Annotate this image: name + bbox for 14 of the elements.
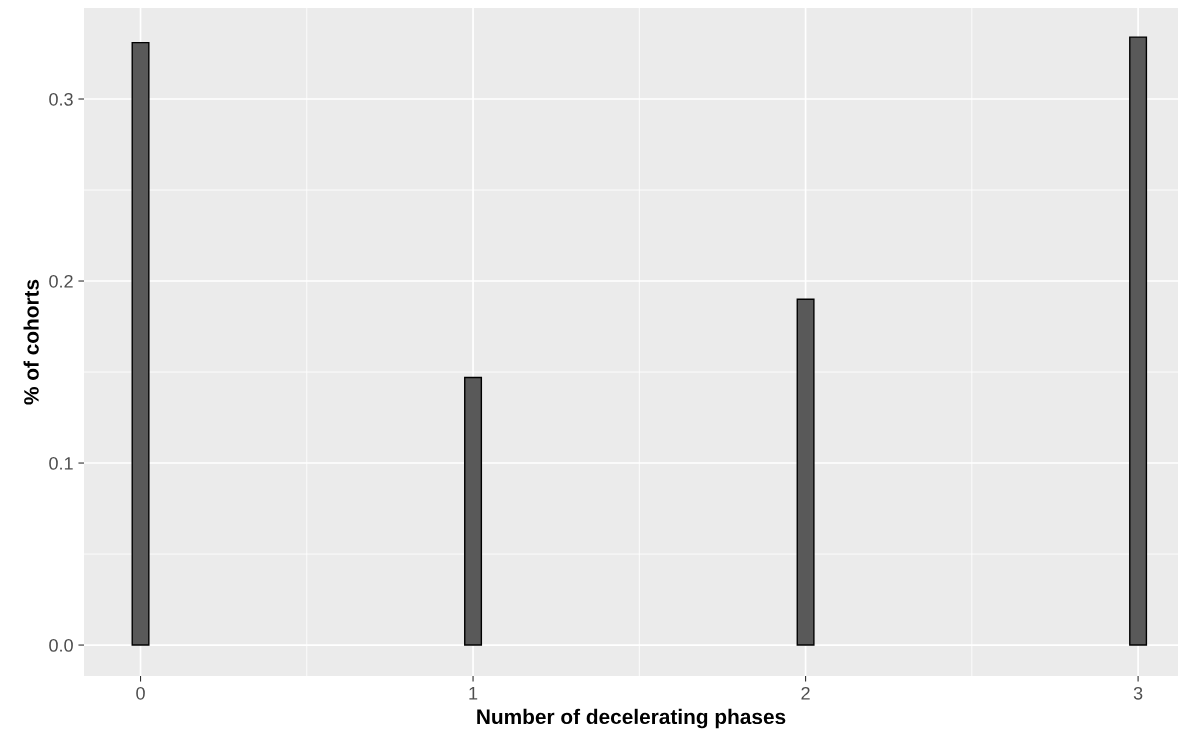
bar — [796, 298, 815, 646]
x-tick-label: 1 — [469, 687, 478, 700]
bar — [1129, 36, 1148, 646]
y-tick-label: 0.1 — [49, 456, 73, 470]
y-axis-title: % of cohorts — [23, 279, 39, 405]
x-tick-label: 0 — [136, 686, 145, 700]
x-tick-label: 2 — [801, 686, 810, 700]
bar — [131, 41, 150, 646]
y-tick-label: 0.2 — [49, 274, 73, 288]
x-axis-title: Number of decelerating phases — [477, 708, 786, 729]
x-tick-label: 3 — [1133, 686, 1143, 700]
y-tick-label: 0.0 — [49, 638, 73, 652]
bar — [464, 376, 483, 646]
y-tick-label: 0.3 — [49, 92, 73, 106]
